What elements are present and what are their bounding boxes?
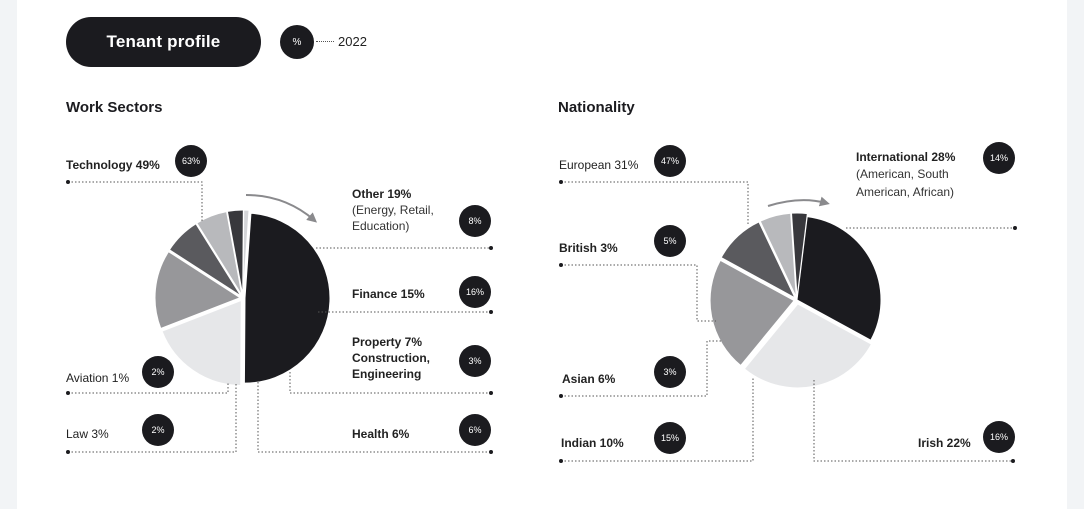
leader-dot-other bbox=[489, 246, 493, 250]
pie-slice-technology bbox=[243, 212, 331, 384]
pie-slice-health bbox=[196, 211, 243, 296]
label-finance: Finance 15% bbox=[352, 287, 425, 301]
leader-dot-british bbox=[559, 263, 563, 267]
work-sectors-pie bbox=[154, 209, 331, 386]
legend-connector bbox=[316, 41, 334, 42]
label-european: European 31% bbox=[559, 158, 639, 172]
badge-finance: 16% bbox=[459, 276, 491, 308]
leader-health bbox=[257, 382, 491, 453]
leader-dot-indian bbox=[559, 459, 563, 463]
leader-dot-law bbox=[66, 450, 70, 454]
label-international-sub: (American, South American, African) bbox=[856, 167, 955, 199]
leader-dot-asian bbox=[559, 394, 563, 398]
work-sectors-title: Work Sectors bbox=[66, 99, 163, 116]
nationality-arrow-icon bbox=[767, 196, 830, 207]
leader-dot-property bbox=[489, 391, 493, 395]
badge-health: 6% bbox=[459, 414, 491, 446]
work-arrow-icon bbox=[245, 194, 318, 223]
legend-percent-badge: % bbox=[280, 25, 314, 59]
leader-indian bbox=[561, 378, 754, 462]
label-british: British 3% bbox=[559, 241, 618, 255]
badge-other: 8% bbox=[459, 205, 491, 237]
badge-aviation: 2% bbox=[142, 356, 174, 388]
leader-dot-european bbox=[559, 180, 563, 184]
label-other: Other 19% (Energy, Retail, Education) bbox=[352, 186, 452, 234]
leader-dot-health bbox=[489, 450, 493, 454]
pie-slice-international bbox=[743, 303, 873, 389]
label-technology: Technology 49% bbox=[66, 158, 160, 172]
label-other-sub: (Energy, Retail, Education) bbox=[352, 203, 434, 233]
pie-slice-finance bbox=[154, 250, 242, 330]
leader-dot-irish bbox=[1011, 459, 1015, 463]
leader-british bbox=[561, 264, 716, 322]
badge-british: 5% bbox=[654, 225, 686, 257]
pie-slice-indian bbox=[720, 221, 797, 299]
leader-dot-aviation bbox=[66, 391, 70, 395]
leader-property bbox=[289, 372, 491, 394]
badge-international: 14% bbox=[983, 142, 1015, 174]
label-aviation: Aviation 1% bbox=[66, 371, 130, 385]
badge-law: 2% bbox=[142, 414, 174, 446]
label-health: Health 6% bbox=[352, 427, 410, 441]
leader-dot-international bbox=[1013, 226, 1017, 230]
badge-irish: 16% bbox=[983, 421, 1015, 453]
leader-dot-technology bbox=[66, 180, 70, 184]
badge-european: 47% bbox=[654, 145, 686, 177]
leader-irish bbox=[813, 380, 1013, 462]
label-international-title: International 28% bbox=[856, 150, 956, 164]
leader-aviation bbox=[68, 382, 229, 394]
badge-technology: 63% bbox=[175, 145, 207, 177]
badge-indian: 15% bbox=[654, 422, 686, 454]
label-property: Property 7% Construction, Engineering bbox=[352, 335, 430, 381]
nationality-pie bbox=[709, 212, 882, 389]
legend-year: 2022 bbox=[338, 34, 367, 49]
label-law: Law 3% bbox=[66, 427, 109, 441]
pie-slice-asian bbox=[759, 212, 797, 298]
label-other-title: Other 19% bbox=[352, 187, 412, 201]
pie-slice-irish bbox=[709, 259, 795, 367]
pie-slice-property bbox=[168, 223, 242, 297]
leader-dot-finance bbox=[489, 310, 493, 314]
page-title: Tenant profile bbox=[66, 17, 261, 67]
leader-asian bbox=[561, 340, 722, 397]
leader-lines bbox=[66, 180, 1017, 463]
pie-slice-british bbox=[790, 212, 808, 298]
leader-law bbox=[68, 384, 237, 453]
label-irish: Irish 22% bbox=[918, 436, 971, 450]
label-international: International 28% (American, South Ameri… bbox=[856, 149, 968, 201]
nationality-title: Nationality bbox=[558, 99, 635, 116]
pie-slice-european bbox=[796, 216, 882, 341]
pie-slice-other bbox=[161, 299, 242, 386]
label-indian: Indian 10% bbox=[561, 436, 624, 450]
badge-property: 3% bbox=[459, 345, 491, 377]
pie-slice-aviation bbox=[242, 209, 250, 296]
label-asian: Asian 6% bbox=[562, 372, 616, 386]
badge-asian: 3% bbox=[654, 356, 686, 388]
leader-european bbox=[561, 181, 749, 226]
leader-technology bbox=[68, 181, 203, 222]
